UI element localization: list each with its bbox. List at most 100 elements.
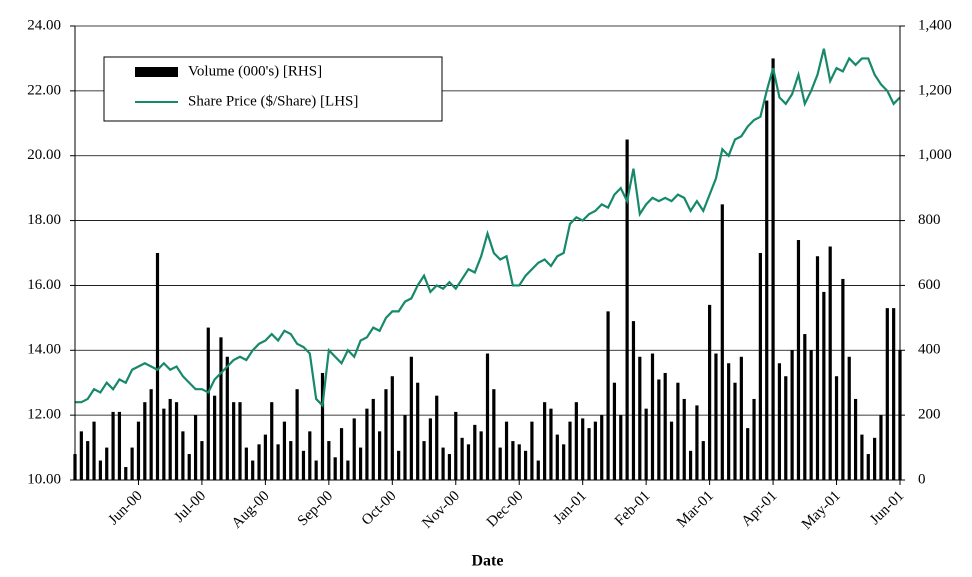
volume-bar [473, 424, 477, 480]
volume-bar [193, 415, 198, 480]
volume-bar [727, 363, 731, 480]
y-tick-label: 16.00 [27, 277, 61, 293]
volume-bar [708, 304, 712, 480]
volume-bar [301, 450, 306, 480]
volume-bar [479, 431, 483, 480]
volume-bar [650, 353, 655, 480]
volume-bar [549, 408, 553, 480]
volume-bar [111, 411, 115, 480]
volume-bar [765, 100, 769, 480]
volume-bar [86, 441, 90, 480]
volume-bar [492, 389, 496, 480]
volume-bar [390, 376, 394, 480]
y-tick-label: 12.00 [27, 407, 61, 423]
volume-bar [892, 308, 896, 480]
x-tick-label: May-01 [799, 488, 844, 533]
volume-bar [441, 447, 445, 480]
volume-bar [758, 253, 762, 480]
y2-tick-label: 1,400 [918, 17, 952, 33]
volume-bar [403, 415, 407, 480]
volume-bar [314, 460, 318, 480]
volume-bar [879, 415, 883, 480]
volume-bar [752, 398, 756, 480]
volume-bar [98, 460, 102, 480]
volume-bar [581, 418, 585, 480]
volume-bar [428, 418, 432, 480]
volume-bar [232, 402, 236, 480]
volume-bar [295, 389, 299, 480]
volume-bar [885, 308, 889, 480]
x-tick-label: Jan-01 [550, 488, 590, 528]
y-tick-label: 20.00 [27, 147, 61, 163]
y2-tick-label: 200 [918, 407, 941, 423]
legend-label: Share Price ($/Share) [LHS] [188, 93, 358, 109]
volume-bar [219, 337, 223, 480]
volume-bar [117, 411, 122, 480]
volume-bar [625, 139, 629, 480]
volume-bar [397, 450, 401, 480]
volume-bar [225, 356, 229, 480]
volume-bar [796, 240, 801, 480]
volume-bar [257, 444, 261, 480]
volume-bar [606, 311, 610, 480]
volume-bar [485, 353, 490, 480]
legend: Volume (000's) [RHS] Share Price ($/Share… [103, 56, 443, 122]
volume-bar [327, 441, 331, 480]
volume-bar [149, 389, 153, 480]
volume-bar [447, 454, 452, 480]
volume-bar [511, 441, 515, 480]
volume-bar [333, 457, 337, 480]
volume-bar [308, 431, 312, 480]
volume-bar [733, 382, 737, 480]
volume-bar [466, 444, 471, 480]
volume-bar [416, 382, 420, 480]
volume-bar [282, 421, 287, 480]
x-tick-label: Sep-00 [295, 488, 336, 529]
volume-bar [378, 431, 382, 480]
x-tick-label: Mar-01 [674, 488, 717, 531]
volume-bar [371, 398, 375, 480]
volume-bar [568, 421, 572, 480]
volume-bar [593, 421, 597, 480]
volume-bar [289, 441, 293, 480]
volume-bar [244, 447, 248, 480]
volume-bar [365, 408, 369, 480]
volume-bar [181, 431, 185, 480]
volume-bar [130, 447, 134, 480]
volume-bar [809, 350, 813, 480]
x-tick-label: Nov-00 [419, 488, 463, 532]
volume-bar [384, 389, 388, 480]
volume-bar [866, 454, 870, 480]
y2-tick-label: 800 [918, 212, 941, 228]
volume-bar [777, 363, 782, 480]
volume-bar [746, 428, 750, 480]
volume-bar [517, 444, 521, 480]
volume-bar [834, 376, 839, 480]
volume-bar [435, 395, 439, 480]
x-tick-label: Aug-00 [229, 488, 273, 532]
volume-bar [815, 256, 820, 480]
volume-bar [136, 421, 141, 480]
x-tick-label: Jun-00 [106, 488, 146, 528]
legend-swatch [135, 67, 178, 77]
volume-bar [803, 334, 807, 480]
x-tick-label: Jun-01 [867, 488, 907, 528]
volume-bar [682, 398, 686, 480]
volume-bar [657, 379, 661, 480]
volume-bar [79, 431, 83, 480]
x-tick-label: Apr-01 [739, 488, 781, 530]
volume-bar [638, 356, 642, 480]
volume-bar [555, 434, 559, 480]
price-line [75, 48, 901, 408]
volume-bar [523, 450, 528, 480]
volume-bar [352, 418, 356, 480]
volume-bar [200, 441, 204, 480]
x-axis-title: Date [472, 553, 504, 570]
volume-bar [124, 467, 128, 480]
y-tick-label: 18.00 [27, 212, 61, 228]
volume-bar [358, 447, 363, 480]
volume-bar [454, 411, 458, 480]
volume-bar [644, 408, 648, 480]
volume-bar [860, 434, 864, 480]
